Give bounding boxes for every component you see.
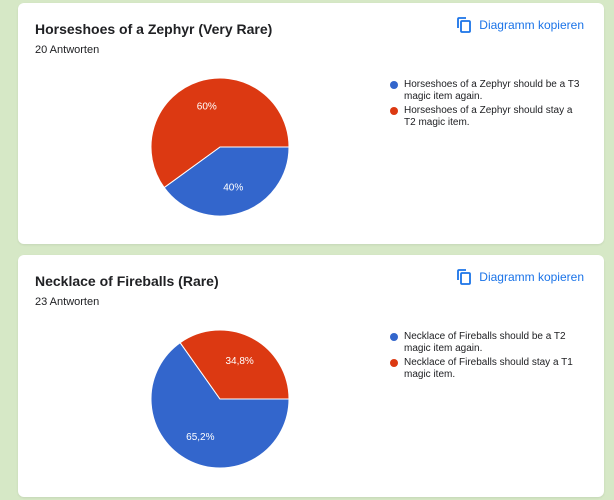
- legend-dot: [390, 333, 398, 341]
- copy-chart-button[interactable]: Diagramm kopieren: [457, 269, 584, 285]
- legend-item[interactable]: Necklace of Fireballs should be a T2 mag…: [390, 331, 580, 355]
- pie-slice[interactable]: [150, 77, 290, 189]
- legend-label: Necklace of Fireballs should be a T2 mag…: [404, 331, 566, 354]
- legend-label: Necklace of Fireballs should stay a T1 m…: [404, 357, 573, 380]
- legend-dot: [390, 81, 398, 89]
- copy-chart-label: Diagramm kopieren: [479, 270, 584, 284]
- slice-percent-label: 40%: [223, 183, 243, 194]
- slice-percent-label: 65,2%: [186, 432, 214, 443]
- legend-item[interactable]: Horseshoes of a Zephyr should stay a T2 …: [390, 105, 580, 129]
- legend-label: Horseshoes of a Zephyr should stay a T2 …: [404, 105, 573, 128]
- card-title: Necklace of Fireballs (Rare): [35, 273, 219, 289]
- copy-chart-button[interactable]: Diagramm kopieren: [457, 17, 584, 33]
- copy-chart-label: Diagramm kopieren: [479, 18, 584, 32]
- legend-label: Horseshoes of a Zephyr should be a T3 ma…: [404, 79, 580, 102]
- chart-legend: Horseshoes of a Zephyr should be a T3 ma…: [390, 79, 580, 131]
- legend-item[interactable]: Necklace of Fireballs should stay a T1 m…: [390, 357, 580, 381]
- legend-item[interactable]: Horseshoes of a Zephyr should be a T3 ma…: [390, 79, 580, 103]
- legend-dot: [390, 107, 398, 115]
- legend-dot: [390, 359, 398, 367]
- response-count: 20 Antworten: [35, 44, 100, 56]
- pie-slice[interactable]: [150, 341, 290, 469]
- response-count: 23 Antworten: [35, 296, 100, 308]
- slice-percent-label: 60%: [197, 101, 217, 112]
- pie-chart: 40% 60%: [150, 77, 290, 217]
- slice-percent-label: 34,8%: [225, 356, 253, 367]
- chart-card-necklace: Necklace of Fireballs (Rare) 23 Antworte…: [18, 255, 604, 497]
- pie-chart: 65,2% 34,8%: [150, 329, 290, 469]
- copy-icon: [457, 17, 472, 33]
- chart-card-horseshoes: Horseshoes of a Zephyr (Very Rare) 20 An…: [18, 3, 604, 244]
- chart-legend: Necklace of Fireballs should be a T2 mag…: [390, 331, 580, 383]
- pie-slice[interactable]: [179, 329, 290, 400]
- pie-slice[interactable]: [163, 146, 290, 217]
- copy-icon: [457, 269, 472, 285]
- card-title: Horseshoes of a Zephyr (Very Rare): [35, 21, 273, 37]
